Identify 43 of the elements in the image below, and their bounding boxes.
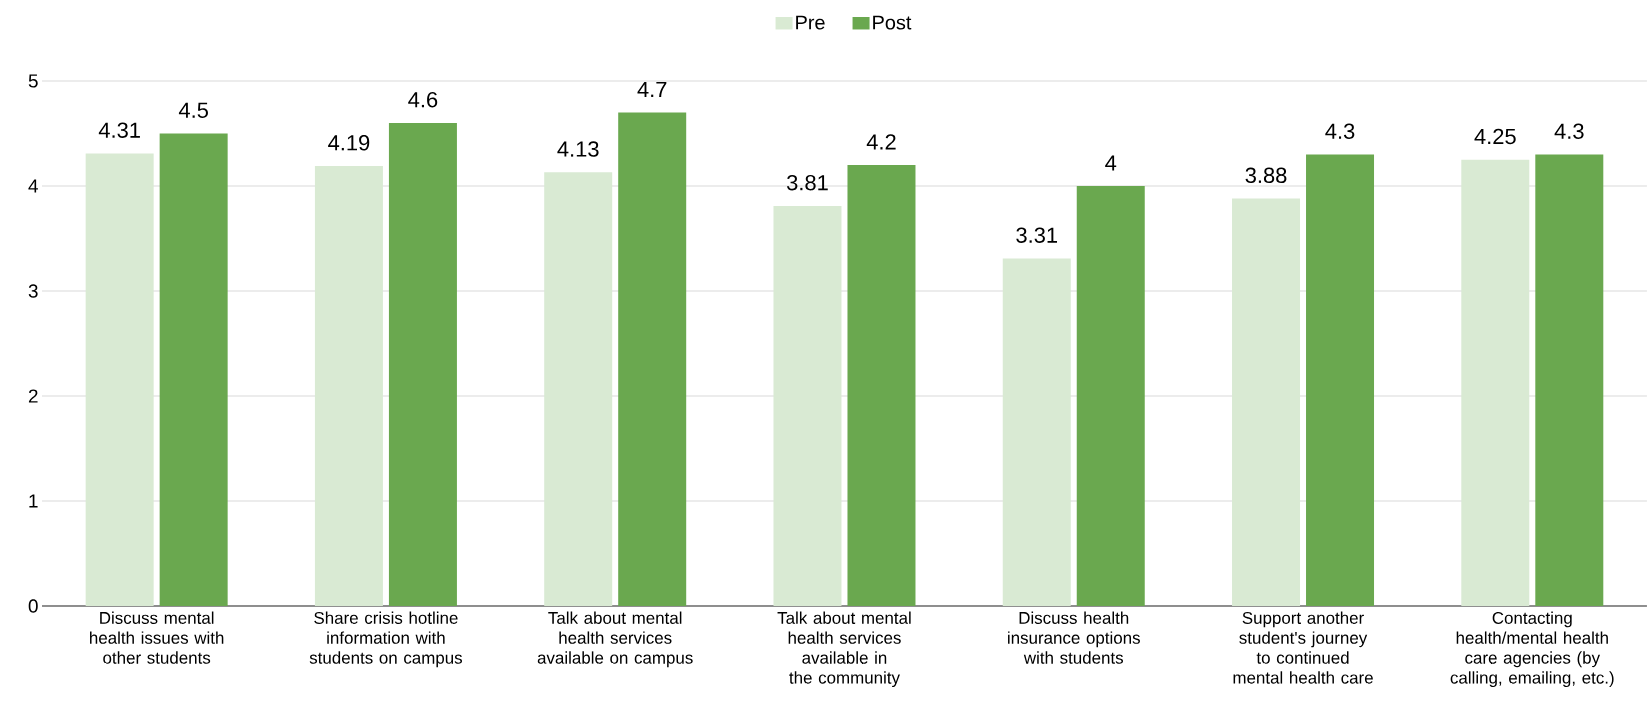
data-label: 4.31 bbox=[98, 122, 140, 138]
bar bbox=[1306, 154, 1375, 606]
data-label: 4.2 bbox=[866, 134, 896, 150]
x-tick-label: Share crisis hotline information with students on campus bbox=[309, 611, 463, 668]
data-label: 4.7 bbox=[637, 81, 667, 97]
data-label: 4.13 bbox=[557, 141, 599, 157]
data-label: 4.6 bbox=[408, 91, 438, 108]
bar bbox=[1461, 159, 1530, 606]
legend-label: Post bbox=[873, 15, 912, 30]
data-label: 4.3 bbox=[1554, 123, 1584, 139]
bar bbox=[388, 122, 457, 606]
y-tick-label: 0 bbox=[28, 599, 38, 613]
data-label: 4.5 bbox=[178, 102, 208, 118]
bar bbox=[85, 153, 154, 606]
data-label: 4.19 bbox=[328, 134, 370, 151]
bar bbox=[1232, 198, 1301, 606]
x-tick-label: Discuss mental health issues with other students bbox=[90, 611, 224, 664]
bar bbox=[618, 112, 687, 606]
y-tick-label: 4 bbox=[28, 179, 38, 193]
data-label: 3.88 bbox=[1245, 167, 1287, 184]
x-tick-label: Talk about mental health services available on campus bbox=[537, 611, 693, 668]
x-tick-label: Discuss health insurance options with students bbox=[1008, 611, 1140, 664]
data-label: 4 bbox=[1105, 155, 1117, 171]
bar bbox=[773, 205, 842, 606]
x-tick-label: Talk about mental health services available in the community bbox=[777, 611, 911, 688]
bar bbox=[314, 166, 383, 606]
x-tick-label: Support another student's journey to continued mental health care bbox=[1233, 611, 1373, 684]
bar bbox=[1002, 258, 1071, 606]
y-tick-label: 3 bbox=[28, 284, 38, 298]
bar bbox=[159, 133, 228, 606]
y-tick-label: 2 bbox=[28, 389, 38, 403]
legend-label: Pre bbox=[796, 15, 825, 30]
data-label: 4.25 bbox=[1474, 128, 1516, 145]
data-label: 3.81 bbox=[786, 174, 828, 191]
bar bbox=[1076, 185, 1145, 606]
data-label: 3.31 bbox=[1016, 227, 1058, 243]
bar bbox=[544, 172, 613, 606]
x-tick-label: Contacting health/mental health care agencies (by calling, emailing, etc.) bbox=[1450, 611, 1614, 688]
bar bbox=[847, 164, 916, 606]
y-tick-label: 1 bbox=[29, 494, 38, 508]
y-tick-label: 5 bbox=[28, 74, 38, 88]
bar bbox=[1535, 154, 1604, 606]
data-label: 4.3 bbox=[1325, 123, 1355, 139]
